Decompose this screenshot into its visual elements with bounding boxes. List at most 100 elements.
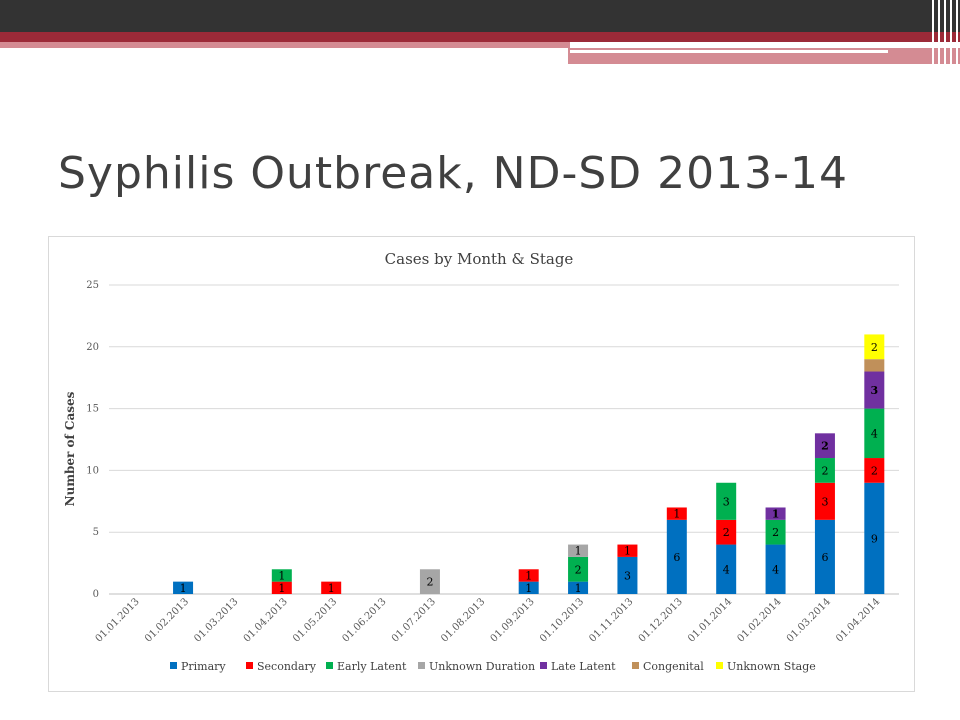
bar-segment <box>173 581 194 594</box>
data-label: 2 <box>871 341 878 354</box>
bar-segment <box>568 544 589 557</box>
bar-segment <box>814 433 835 459</box>
bar-segment <box>765 507 786 520</box>
slide-title: Syphilis Outbreak, ND-SD 2013-14 <box>58 148 848 199</box>
x-tick-label: 01.07.2013 <box>390 596 438 644</box>
legend-swatch <box>170 662 177 669</box>
bar-segment <box>568 556 589 582</box>
data-label: 1 <box>575 582 582 595</box>
bar-segment <box>518 581 539 594</box>
data-label: 2 <box>871 464 878 477</box>
data-label: 2 <box>821 464 828 477</box>
legend: Primary Secondary Early Latent Unknown Dura… <box>170 660 816 673</box>
x-tick-label: 01.11.2013 <box>587 596 635 644</box>
legend-label: Primary <box>181 660 226 673</box>
bar-segment <box>814 482 835 520</box>
data-label: 2 <box>723 526 730 539</box>
legend-swatch <box>326 662 333 669</box>
bar-segment <box>666 507 687 520</box>
chart-title: Cases by Month & Stage <box>385 250 574 268</box>
data-label: 1 <box>180 582 187 595</box>
legend-label: Congenital <box>643 660 704 673</box>
data-label: 6 <box>821 551 828 564</box>
top-bar <box>0 0 960 32</box>
bar-segment <box>271 569 292 582</box>
legend-swatch <box>716 662 723 669</box>
accent-line <box>570 50 888 53</box>
x-tick-label: 01.10.2013 <box>538 596 586 644</box>
y-axis-label: Number of Cases <box>63 391 77 506</box>
y-tick-label: 5 <box>93 527 99 538</box>
data-label: 6 <box>673 551 680 564</box>
bar-segment <box>765 519 786 545</box>
y-tick-label: 20 <box>86 342 99 353</box>
data-label: 3 <box>870 384 878 397</box>
data-label: 4 <box>723 563 730 576</box>
legend-label: Early Latent <box>337 660 407 673</box>
bar-segment <box>568 581 589 594</box>
decorative-lines <box>930 0 960 64</box>
data-label: 2 <box>772 526 779 539</box>
data-label: 1 <box>673 508 680 521</box>
legend-swatch <box>418 662 425 669</box>
bar-segment <box>321 581 342 594</box>
data-label: 3 <box>723 495 730 508</box>
x-tick-label: 01.04.2013 <box>242 596 290 644</box>
bar-segment <box>864 371 885 409</box>
x-tick-label: 01.03.2014 <box>785 596 833 644</box>
data-label: 3 <box>821 495 828 508</box>
data-label: 1 <box>772 508 780 521</box>
data-label: 1 <box>328 582 335 595</box>
bar-segment <box>716 482 737 520</box>
y-tick-label: 10 <box>86 465 99 476</box>
accent-bar <box>0 32 960 42</box>
x-tick-label: 01.06.2013 <box>340 596 388 644</box>
bar-segment <box>765 544 786 594</box>
y-tick-label: 0 <box>93 589 99 600</box>
x-tick-label: 01.04.2014 <box>834 596 882 644</box>
legend-label: Unknown Stage <box>727 660 816 673</box>
bar-segment <box>864 408 885 459</box>
x-tick-label: 01.02.2013 <box>143 596 191 644</box>
legend-label: Unknown Duration <box>429 660 535 673</box>
data-label: 4 <box>772 563 779 576</box>
legend-swatch <box>632 662 639 669</box>
bar-segment <box>518 569 539 582</box>
x-tick-label: 01.01.2013 <box>94 596 142 644</box>
data-label: 9 <box>871 532 878 545</box>
bar-segment <box>716 544 737 594</box>
bar-segment <box>617 556 638 594</box>
bars <box>173 334 885 594</box>
bar-segment <box>864 359 885 372</box>
bar-segment <box>617 544 638 557</box>
legend-swatch <box>246 662 253 669</box>
data-label: 1 <box>575 545 582 558</box>
bar-segment <box>864 334 885 360</box>
bar-segment <box>666 519 687 594</box>
data-label: 1 <box>525 582 532 595</box>
data-label: 1 <box>278 569 285 582</box>
data-label: 1 <box>525 569 532 582</box>
bar-segment <box>814 458 835 483</box>
y-axis-ticks: 0 5 10 15 20 25 <box>86 280 99 600</box>
bar-segment <box>814 519 835 594</box>
y-tick-label: 25 <box>86 280 99 291</box>
data-label: 2 <box>575 563 582 576</box>
bar-segment <box>864 458 885 483</box>
stacked-bar-chart: Cases by Month & Stage Number of Cases 0… <box>63 250 899 673</box>
y-tick-label: 15 <box>86 404 99 415</box>
chart-area: Cases by Month & Stage Number of Cases 0… <box>48 236 915 692</box>
x-tick-label: 01.08.2013 <box>439 596 487 644</box>
x-tick-label: 01.01.2014 <box>686 596 734 644</box>
legend-swatch <box>540 662 547 669</box>
bar-segment <box>864 482 885 594</box>
bar-segment <box>419 569 440 594</box>
x-tick-label: 01.12.2013 <box>637 596 685 644</box>
accent-bar-pink <box>0 42 570 48</box>
bar-segment <box>716 519 737 545</box>
x-tick-label: 01.09.2013 <box>489 596 537 644</box>
x-tick-label: 01.02.2014 <box>735 596 783 644</box>
bar-segment <box>271 581 292 594</box>
data-label: 3 <box>624 569 631 582</box>
